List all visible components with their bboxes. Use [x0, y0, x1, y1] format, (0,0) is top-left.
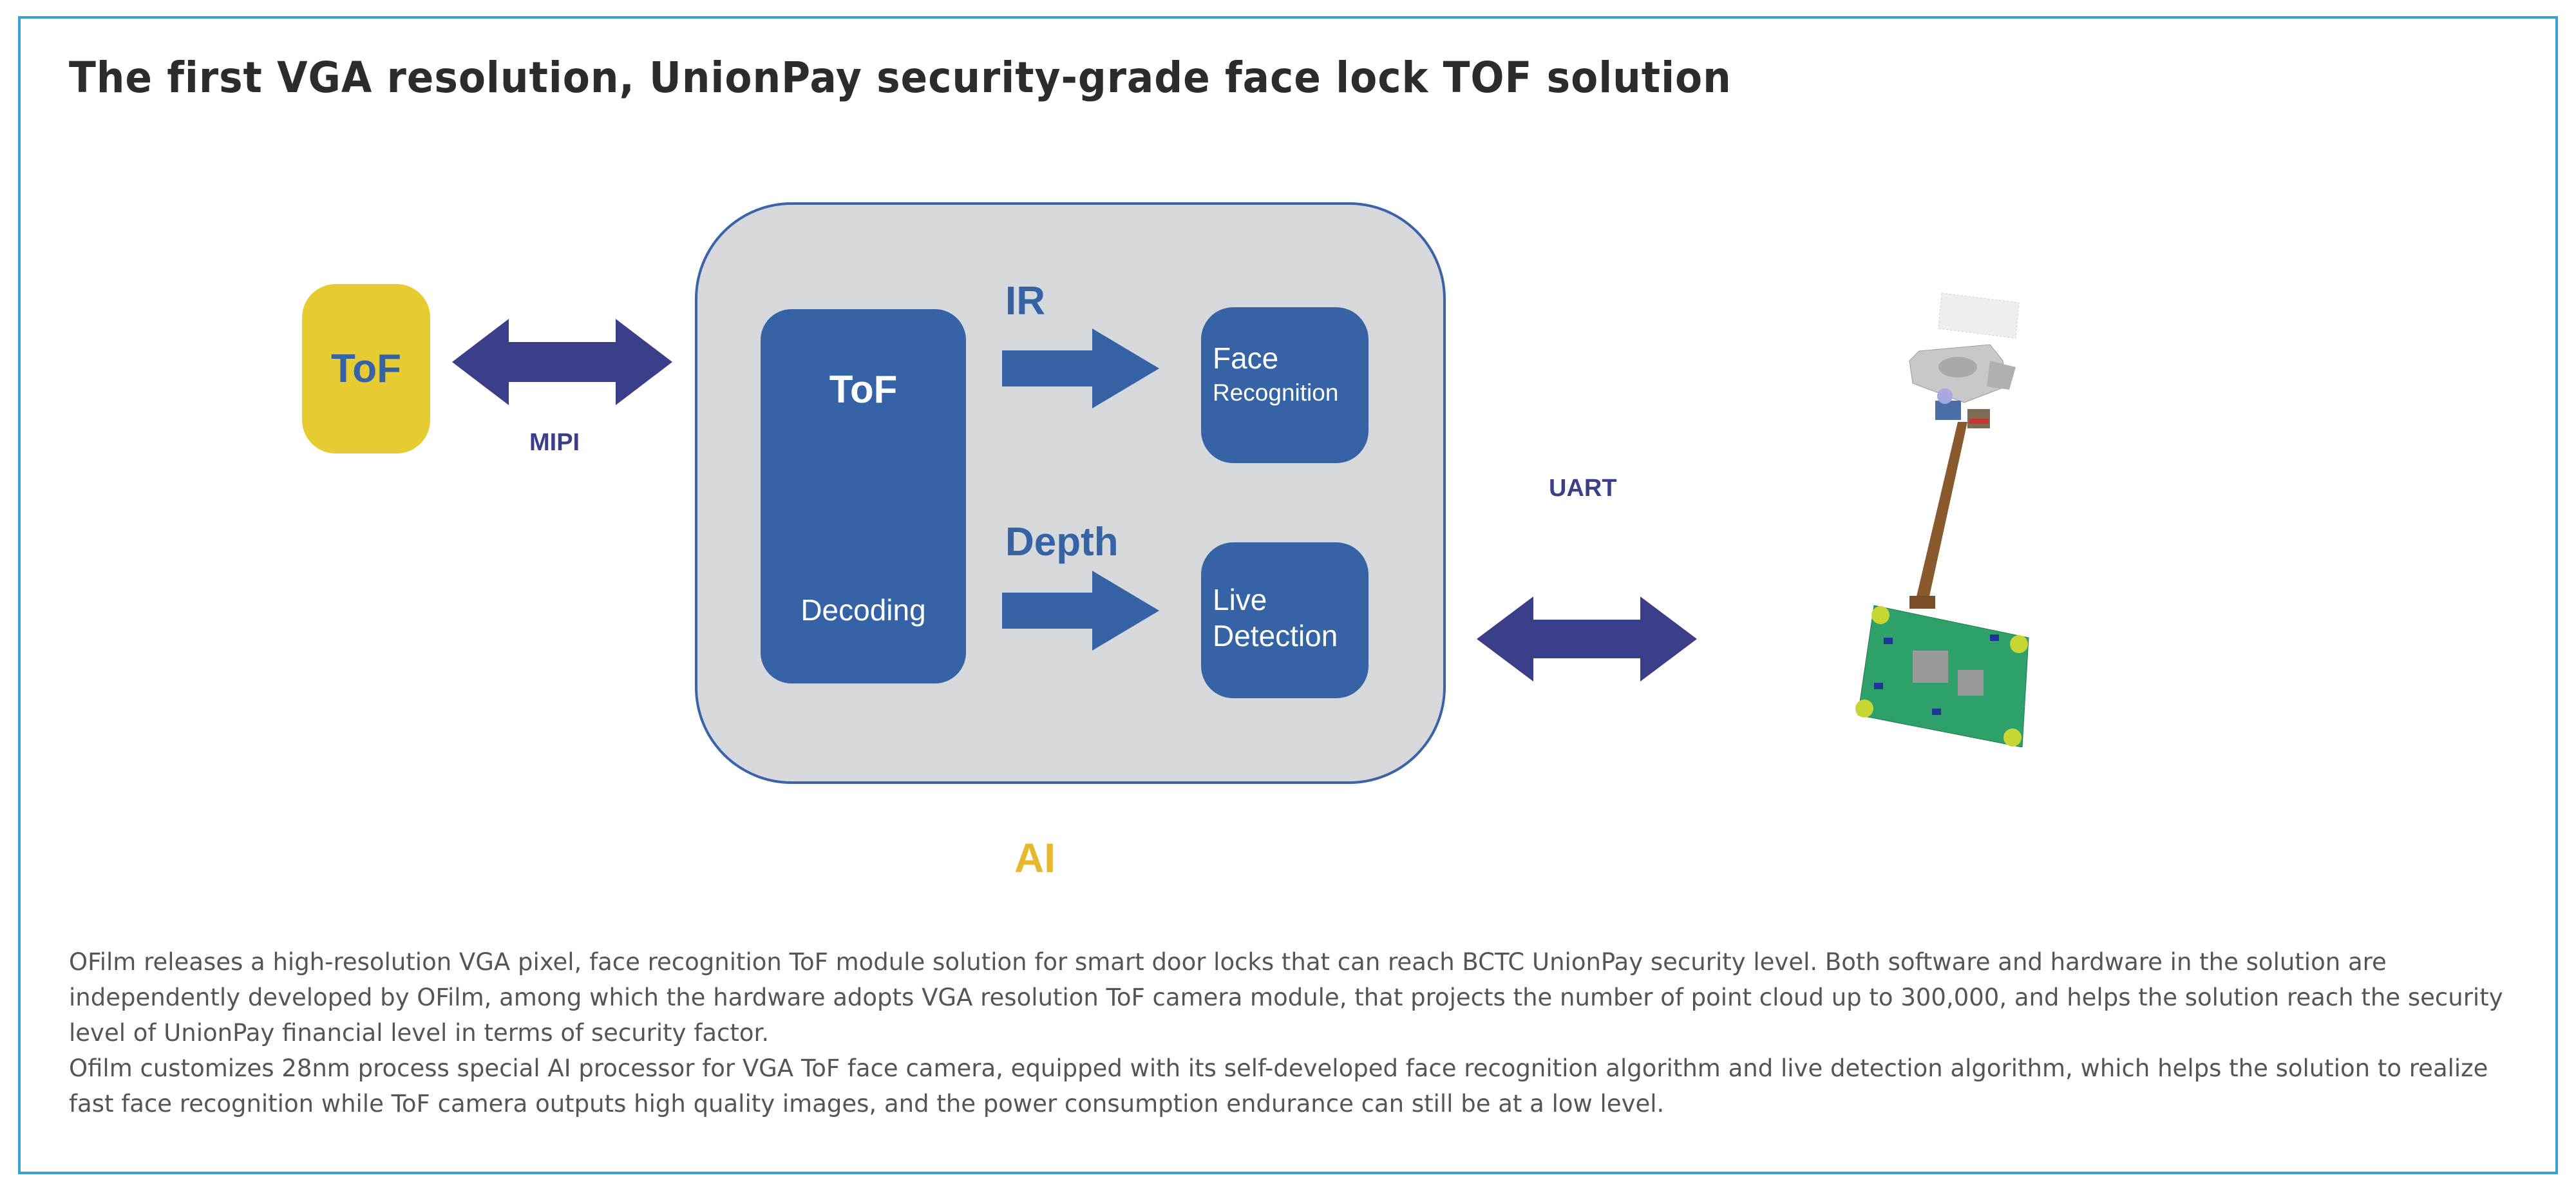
face-recognition-line1: Face	[1213, 341, 1279, 375]
content-frame	[18, 16, 2558, 1174]
depth-label: Depth	[1005, 520, 1119, 564]
tof-decoding-block: ToF Decoding	[761, 309, 966, 683]
face-recognition-block: Face Recognition	[1201, 307, 1368, 463]
mipi-label: MIPI	[529, 429, 580, 456]
live-detection-line2: Detection	[1213, 619, 1338, 653]
uart-label: UART	[1549, 475, 1617, 502]
ir-label: IR	[1005, 279, 1045, 323]
decoder-subtitle: Decoding	[800, 593, 926, 627]
tof-module-hardware-image	[1855, 292, 2029, 747]
tof-sensor-label: ToF	[330, 347, 401, 391]
description-text: OFilm releases a high-resolution VGA pix…	[69, 944, 2529, 1121]
description-paragraph-1: OFilm releases a high-resolution VGA pix…	[69, 948, 2503, 1047]
mipi-double-arrow-icon	[452, 319, 672, 405]
tof-sensor-block: ToF	[302, 284, 430, 453]
ir-arrow-icon	[1002, 329, 1159, 408]
decoder-title: ToF	[829, 368, 898, 411]
page-title: The first VGA resolution, UnionPay secur…	[69, 53, 1732, 102]
live-detection-block: Live Detection	[1201, 542, 1368, 698]
uart-double-arrow-icon	[1477, 596, 1697, 681]
face-recognition-line2: Recognition	[1213, 379, 1339, 406]
ai-label: AI	[1014, 835, 1056, 881]
live-detection-line1: Live	[1213, 583, 1267, 616]
depth-arrow-icon	[1002, 571, 1159, 651]
description-paragraph-2: Ofilm customizes 28nm process special AI…	[69, 1054, 2488, 1118]
